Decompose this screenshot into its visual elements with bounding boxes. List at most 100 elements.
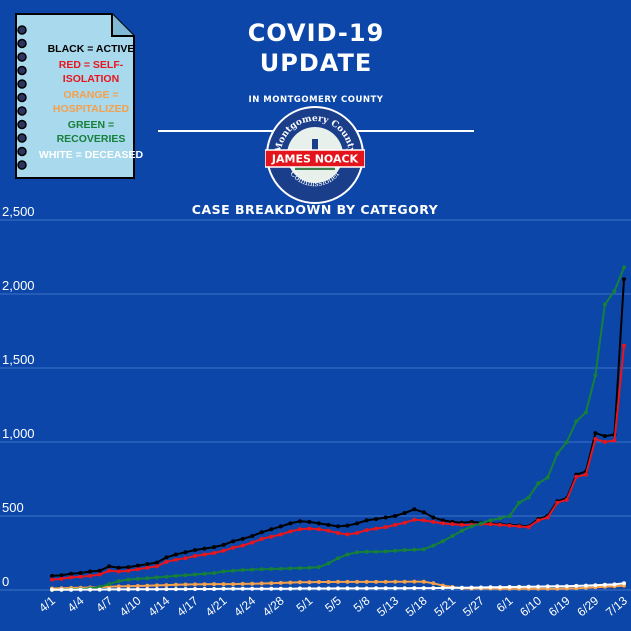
data-point <box>545 475 550 480</box>
data-point <box>126 587 131 592</box>
data-point <box>231 539 236 544</box>
data-point <box>526 495 531 500</box>
data-point <box>583 583 588 588</box>
x-tick-label: 5/13 <box>374 593 401 619</box>
x-tick-label: 4/17 <box>174 593 201 619</box>
binder-ring-icon <box>17 79 27 89</box>
data-point <box>364 518 369 523</box>
data-point <box>288 580 293 585</box>
data-point <box>126 584 131 589</box>
data-point <box>78 574 83 579</box>
data-point <box>345 552 350 557</box>
x-tick-label: 6/19 <box>546 593 573 619</box>
data-point <box>440 518 445 523</box>
data-point <box>135 567 140 572</box>
data-point <box>459 528 464 533</box>
data-point <box>593 437 598 441</box>
data-point <box>421 547 426 552</box>
data-point <box>469 519 474 524</box>
x-tick-label: 5/21 <box>431 593 458 619</box>
data-point <box>355 550 360 555</box>
data-point <box>50 587 54 592</box>
data-point <box>517 500 522 505</box>
data-point <box>336 531 340 535</box>
x-tick-label: 6/29 <box>574 593 601 619</box>
data-point <box>402 548 407 552</box>
data-point <box>412 579 417 584</box>
series-line <box>51 267 625 591</box>
y-tick-label: 2,000 <box>2 278 35 293</box>
data-point <box>250 534 255 538</box>
data-point <box>545 515 550 520</box>
legend-note: BLACK = ACTIVE RED = SELF-ISOLATION ORAN… <box>12 12 143 180</box>
y-tick-label: 500 <box>2 500 24 515</box>
y-tick-label: 2,500 <box>2 204 35 219</box>
y-tick-label: 0 <box>2 574 9 589</box>
legend-item-active: BLACK = ACTIVE <box>47 43 135 55</box>
data-point <box>154 564 159 569</box>
x-tick-label: 4/28 <box>260 593 287 619</box>
data-point <box>145 562 150 567</box>
data-point <box>622 265 626 270</box>
binder-ring-icon <box>17 146 27 157</box>
data-point <box>183 573 188 578</box>
data-point <box>297 580 302 585</box>
data-point <box>498 516 503 521</box>
data-point <box>259 536 264 541</box>
data-point <box>164 555 169 560</box>
data-point <box>307 586 312 591</box>
data-point <box>107 564 112 569</box>
x-tick-label: 5/1 <box>294 593 316 615</box>
data-point <box>259 530 264 535</box>
data-point <box>212 551 217 555</box>
data-point <box>336 556 340 561</box>
data-point <box>97 568 102 573</box>
data-point <box>278 580 283 585</box>
x-tick-label: 6/10 <box>517 593 544 619</box>
data-point <box>212 571 217 575</box>
data-point <box>297 519 302 524</box>
data-point <box>240 536 245 541</box>
data-point <box>164 583 169 588</box>
data-point <box>297 527 302 532</box>
data-point <box>278 586 283 591</box>
data-point <box>107 587 112 592</box>
data-point <box>240 568 245 572</box>
data-point <box>479 521 483 526</box>
data-point <box>402 520 407 525</box>
data-point <box>240 543 245 548</box>
data-point <box>183 556 188 561</box>
data-point <box>431 519 436 524</box>
series-line <box>51 345 625 581</box>
binder-ring-icon <box>17 25 27 35</box>
binder-ring-icon <box>17 38 27 49</box>
data-point <box>240 586 245 591</box>
data-point <box>536 518 541 523</box>
data-point <box>193 582 197 587</box>
x-tick-label: 7/13 <box>603 593 630 619</box>
data-point <box>316 580 321 584</box>
data-point <box>183 550 188 555</box>
data-point <box>336 579 340 584</box>
data-point <box>59 576 64 581</box>
data-point <box>231 545 236 550</box>
data-point <box>278 524 283 529</box>
data-point <box>69 575 74 580</box>
data-point <box>145 587 150 592</box>
data-point <box>421 579 426 584</box>
data-point <box>393 522 398 527</box>
data-point <box>345 586 350 591</box>
data-point <box>288 521 293 526</box>
data-point <box>231 586 236 591</box>
data-point <box>574 419 579 424</box>
x-tick-label: 4/7 <box>93 593 115 615</box>
data-point <box>326 561 331 566</box>
data-point <box>221 582 226 587</box>
data-point <box>107 582 112 587</box>
data-point <box>393 548 398 553</box>
data-point <box>97 572 102 577</box>
data-point <box>269 527 274 532</box>
series-recoveries <box>50 265 626 592</box>
data-point <box>345 579 350 584</box>
binder-ring-icon <box>17 160 27 170</box>
